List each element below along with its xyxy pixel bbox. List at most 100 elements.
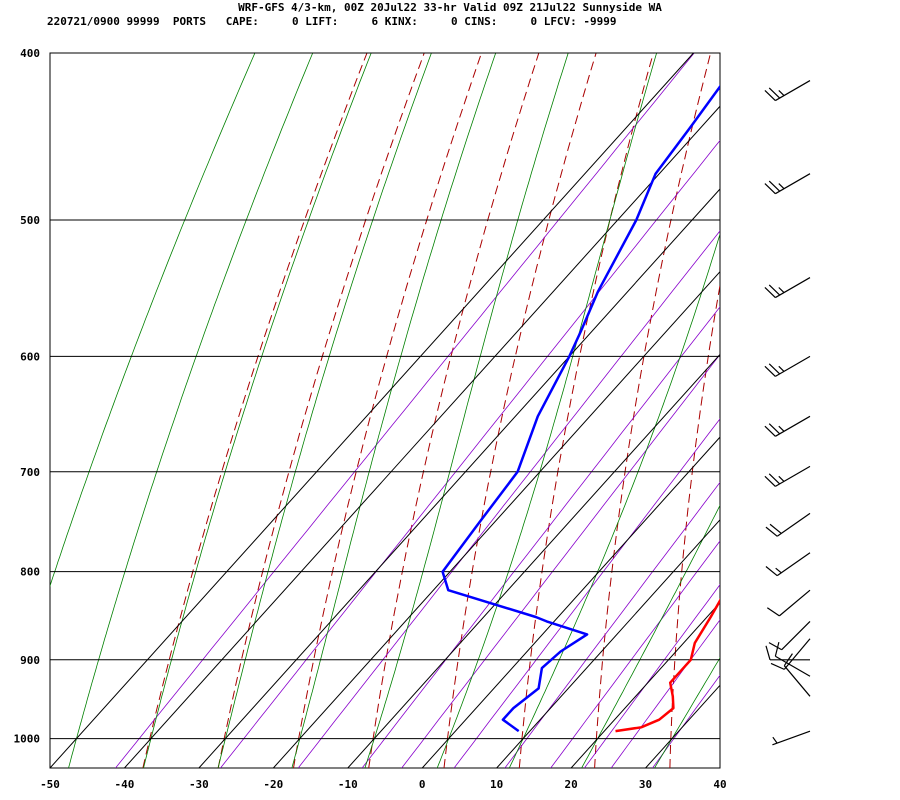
wind-barbs [764, 80, 811, 746]
barb-feather [765, 566, 778, 577]
dewpoint-line [441, 84, 720, 733]
mixing-ratio-line [584, 583, 720, 768]
mixing-ratio-line [361, 306, 720, 768]
isotherm [347, 354, 721, 769]
mixing-ratio-line [550, 540, 720, 768]
pressure-tick-label: 1000 [14, 733, 41, 746]
barb-feather [764, 365, 776, 377]
barb-feather [768, 87, 781, 99]
dry-adiabat [891, 53, 900, 768]
temperature-tick-label: -30 [189, 778, 209, 791]
temperature-tick-label: 20 [564, 778, 577, 791]
barb-feather [765, 645, 771, 660]
wind-barb [764, 277, 811, 299]
barb-staff [776, 512, 811, 537]
wind-barb [764, 465, 811, 487]
pressure-tick-label: 900 [20, 654, 40, 667]
barb-feather [768, 363, 781, 375]
barb-staff [772, 730, 811, 746]
barb-staff [775, 655, 811, 677]
background-lines [50, 53, 900, 768]
barb-half-feather [778, 183, 785, 190]
barb-feather [768, 473, 781, 485]
barb-half-feather [778, 475, 785, 482]
mixing-ratio-line [610, 619, 720, 768]
barb-feather [774, 641, 780, 657]
dry-adiabat [518, 53, 654, 768]
moist-adiabat [728, 53, 900, 768]
plot-frame [49, 52, 721, 769]
dry-adiabat [293, 53, 482, 768]
barb-half-feather [778, 287, 785, 293]
barb-staff [783, 665, 811, 697]
mixing-ratio-line [401, 353, 720, 768]
dry-adiabat [142, 53, 368, 768]
moist-adiabat [654, 657, 720, 768]
pressure-tick-label: 600 [20, 350, 40, 363]
pressure-tick-label: 400 [20, 47, 40, 60]
axis-ticks: 400 500 600 700 800 900 1000 -50 -40 -30 -20 -10 0 10… [14, 47, 727, 791]
barb-staff [776, 552, 811, 577]
mixing-ratio-line [453, 418, 720, 768]
barb-staff [775, 415, 811, 437]
dry-adiabat [745, 53, 825, 768]
barb-feather [764, 425, 776, 437]
temperature-tick-label: 40 [713, 778, 726, 791]
barb-half-feather [778, 365, 785, 372]
temperature-tick-label: 0 [419, 778, 426, 791]
mixing-ratio-line [115, 53, 695, 768]
wind-barb [768, 621, 811, 651]
barb-staff [775, 173, 811, 195]
barb-staff [775, 80, 811, 102]
wind-barb [765, 552, 811, 577]
dry-adiabat [594, 53, 712, 768]
dry-adiabat [368, 53, 540, 768]
barb-feather [768, 180, 781, 192]
temperature-tick-label: -40 [115, 778, 135, 791]
wind-barb [764, 415, 811, 437]
isotherm [645, 684, 721, 769]
barb-feather [764, 183, 776, 195]
chart-title: WRF-GFS 4/3-km, 00Z 20Jul22 33-hr Valid … [238, 1, 662, 14]
isotherm [49, 52, 694, 769]
barb-feather [768, 423, 781, 435]
pressure-tick-label: 500 [20, 214, 40, 227]
moist-adiabat [68, 53, 314, 768]
moist-adiabat [143, 53, 372, 768]
barb-feather [783, 653, 793, 667]
isotherm [124, 105, 721, 769]
wind-barb [764, 80, 811, 102]
wind-barb [765, 512, 811, 537]
barb-half-feather [778, 425, 785, 432]
isotherm [198, 188, 721, 769]
barb-feather [764, 89, 776, 101]
barb-staff [781, 621, 811, 651]
barb-staff [775, 277, 811, 299]
isotherm [496, 519, 721, 769]
pressure-tick-label: 700 [20, 466, 40, 479]
barb-feather [765, 526, 778, 537]
mixing-ratio-line [220, 139, 720, 768]
wind-barb [783, 653, 811, 697]
grid [49, 52, 721, 769]
sounding-series [441, 84, 720, 733]
isotherm [570, 602, 721, 769]
barb-half-feather [772, 736, 778, 744]
wind-barb [765, 645, 810, 661]
moist-adiabat [217, 53, 432, 768]
barb-feather [768, 284, 781, 296]
moist-adiabat [436, 53, 657, 768]
barb-staff [775, 465, 811, 487]
wind-barb [764, 173, 811, 195]
dry-adiabat [669, 282, 720, 768]
temperature-tick-label: -50 [40, 778, 60, 791]
dry-adiabat [217, 53, 425, 768]
wind-barb [772, 730, 811, 746]
moist-adiabat [50, 53, 256, 588]
barb-feather [769, 523, 782, 534]
barb-staff [778, 589, 811, 617]
barb-feather [764, 475, 776, 487]
mixing-ratio-line [504, 481, 720, 768]
wind-barb [764, 355, 811, 377]
